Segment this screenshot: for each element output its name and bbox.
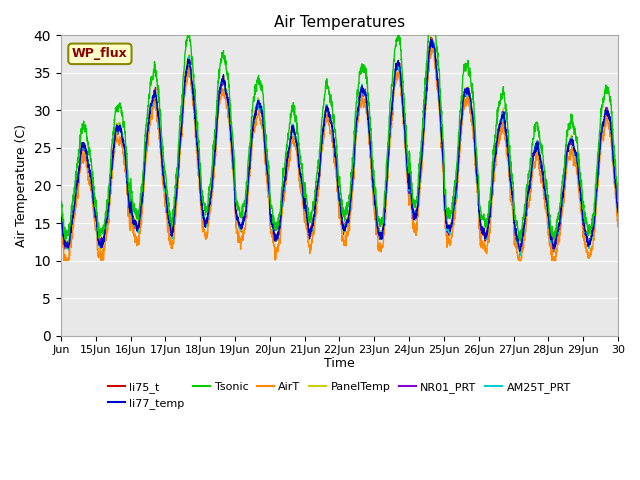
- Text: WP_flux: WP_flux: [72, 48, 128, 60]
- X-axis label: Time: Time: [324, 357, 355, 370]
- Legend: li75_t, li77_temp, Tsonic, AirT, PanelTemp, NR01_PRT, AM25T_PRT: li75_t, li77_temp, Tsonic, AirT, PanelTe…: [104, 377, 575, 413]
- Title: Air Temperatures: Air Temperatures: [274, 15, 405, 30]
- Y-axis label: Air Temperature (C): Air Temperature (C): [15, 124, 28, 247]
